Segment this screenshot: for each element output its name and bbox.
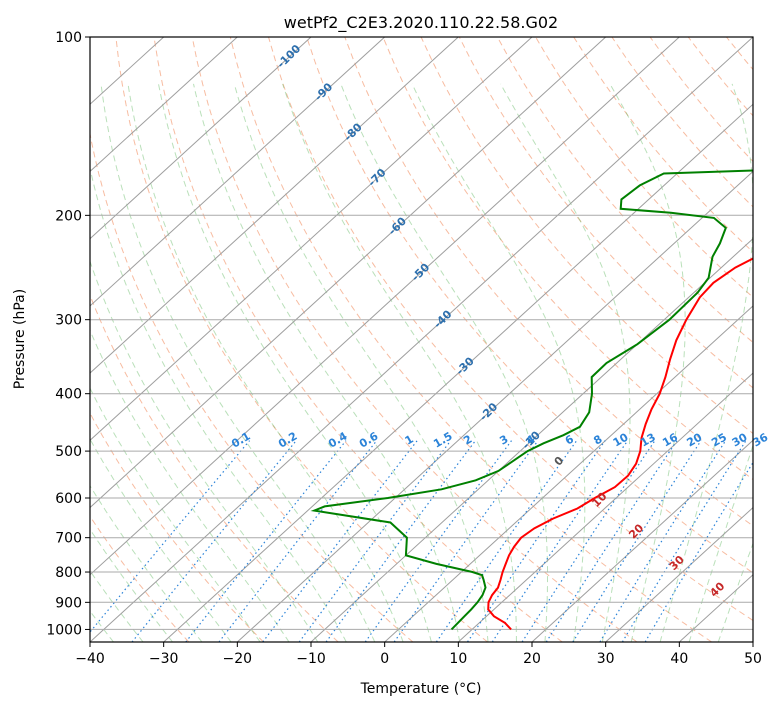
y-axis-label: Pressure (hPa) [12, 289, 28, 389]
isotherm-line [90, 37, 239, 173]
x-tick-label: 0 [380, 651, 389, 667]
x-axis-label: Temperature (°C) [360, 681, 482, 697]
x-tick-label: 50 [744, 651, 762, 667]
mixing-ratio-line [131, 440, 297, 642]
moist-adiabat-line [90, 528, 173, 642]
isotherm-line [310, 237, 753, 642]
moist-adiabat-line [233, 83, 489, 642]
x-tick-label: 20 [523, 651, 541, 667]
y-tick-label: 600 [55, 491, 82, 507]
chart-title: wetPf2_C2E3.2020.110.22.58.G02 [284, 13, 558, 33]
isotherm-line [236, 170, 753, 642]
mixing-ratio-line [621, 440, 747, 642]
isotherm-line [90, 37, 386, 307]
y-tick-label: 700 [55, 531, 82, 547]
mixing-ratio-line [298, 440, 452, 642]
dry-adiabat-line [382, 37, 753, 481]
plot-frame [89, 36, 754, 643]
dry-adiabat-line [458, 37, 753, 389]
mixing-ratio-line [393, 440, 539, 642]
dry-adiabat-line [153, 37, 563, 642]
isotherm-line [90, 37, 460, 374]
dry-adiabat-line [229, 37, 712, 642]
mixing-ratio-line [599, 440, 727, 642]
x-tick-label: 30 [597, 651, 615, 667]
moist-adiabat-line [609, 83, 686, 642]
axis-ticks: −40 −30 −20 −10 0 10 20 30 40 50 1000 900 800 700 600 5… [46, 30, 762, 667]
isotherm-line [90, 37, 681, 576]
moist-adiabat-line [90, 165, 347, 642]
isotherm-line [457, 372, 753, 642]
moist-adiabat-line [659, 83, 753, 642]
moist-adiabat-line [90, 387, 261, 642]
dry-adiabat-line [267, 37, 753, 622]
dry-adiabat-line [90, 131, 414, 642]
x-tick-label: −40 [75, 651, 105, 667]
moist-adiabat-line [411, 83, 586, 642]
y-tick-label: 800 [55, 565, 82, 581]
y-tick-label: 200 [55, 208, 82, 224]
mixing-ratio-line [262, 440, 418, 642]
moist-adiabat-line [340, 83, 548, 642]
isotherm-line [752, 641, 753, 642]
y-tick-label: 100 [55, 30, 82, 46]
x-tick-label: 40 [670, 651, 688, 667]
mixing-ratio-line [521, 440, 656, 642]
x-tick-label: 10 [449, 651, 467, 667]
moist-adiabat-line [90, 570, 144, 642]
moist-adiabat-line [158, 83, 432, 642]
mixing-ratio-line [185, 440, 347, 642]
moist-adiabat-line [90, 259, 319, 642]
dewpoint-profile-line [310, 169, 753, 631]
isotherm-line [384, 305, 753, 642]
y-tick-label: 400 [55, 387, 82, 403]
moist-adiabat-line [688, 443, 753, 642]
moist-adiabat-line [127, 83, 404, 642]
moist-adiabat-line [100, 83, 376, 642]
y-tick-label: 1000 [46, 622, 82, 638]
isotherm-line [90, 37, 607, 509]
moist-adiabat-line [90, 484, 203, 642]
dry-adiabat-line [90, 412, 264, 642]
temperature-profile-line [487, 257, 753, 631]
dry-adiabat-line [115, 37, 488, 642]
dry-adiabat-line [306, 37, 753, 574]
x-tick-label: −10 [296, 651, 326, 667]
y-tick-label: 500 [55, 444, 82, 460]
moist-adiabat-line [90, 438, 232, 642]
dry-adiabat-line [496, 37, 753, 344]
moist-adiabat-line [90, 329, 290, 642]
y-tick-label: 900 [55, 595, 82, 611]
dry-adiabat-line [90, 293, 339, 642]
moist-adiabat-line [282, 83, 517, 642]
moist-adiabat-line [717, 542, 753, 642]
isotherm-line [531, 439, 753, 642]
moist-adiabat-line [193, 83, 461, 642]
isotherm-line [90, 37, 533, 442]
y-tick-label: 300 [55, 313, 82, 329]
isotherm-line [163, 103, 753, 642]
isotherm-line [605, 506, 753, 642]
isotherm-line [90, 37, 753, 642]
isotherm-line [90, 37, 312, 240]
dry-adiabat-line [420, 37, 753, 435]
mixing-ratio-line [90, 440, 251, 633]
x-tick-label: −30 [149, 651, 179, 667]
mixing-ratio-line [644, 461, 753, 642]
x-tick-label: −20 [223, 651, 253, 667]
moist-adiabat-line [500, 83, 631, 642]
